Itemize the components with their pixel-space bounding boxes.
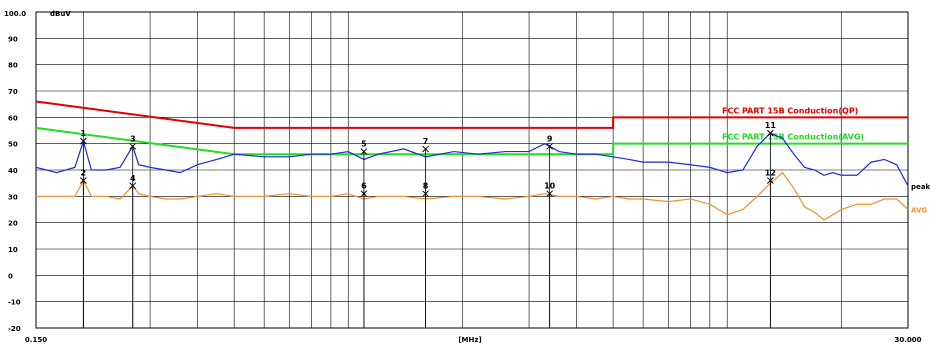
marker-label: 8 <box>423 182 429 191</box>
marker-label: 4 <box>130 174 136 183</box>
marker-cross <box>546 142 553 150</box>
marker-label: 11 <box>765 121 777 130</box>
limit-line <box>35 100 908 129</box>
marker-cross <box>360 190 368 198</box>
limit-line-label: FCC PART 15B Conduction(QP) <box>722 106 858 115</box>
marker-cross <box>360 148 368 155</box>
grid-layer <box>36 12 908 328</box>
series-label: peak <box>911 183 930 191</box>
marker-cross <box>79 177 87 184</box>
marker-cross <box>79 137 87 145</box>
x-axis-unit: [MHz] <box>458 336 481 344</box>
marker-label: 12 <box>765 169 776 178</box>
y-tick-label: 10 <box>8 246 18 254</box>
marker-cross <box>767 129 774 137</box>
y-tick-label: -20 <box>8 325 21 333</box>
marker-cross <box>129 182 137 190</box>
x-tick-label-end: 30.000 <box>894 336 921 344</box>
y-tick-label: 30 <box>8 193 18 201</box>
series-label: AVG <box>911 207 927 215</box>
marker-cross <box>546 190 553 198</box>
y-top-label: 100.0 <box>4 10 26 18</box>
marker-label: 9 <box>547 134 553 143</box>
y-tick-label: 80 <box>8 62 18 70</box>
marker-label: 2 <box>81 169 87 178</box>
marker-cross <box>422 190 429 198</box>
marker-label: 1 <box>81 129 87 138</box>
y-tick-label: 50 <box>8 141 18 149</box>
series-line <box>36 171 909 221</box>
data-series: peak AVG <box>35 132 930 221</box>
x-tick-label-start: 0.150 <box>25 336 47 344</box>
y-axis-unit: dBuV <box>50 10 71 18</box>
marker-label: 5 <box>361 140 367 149</box>
y-tick-label: 40 <box>8 167 18 175</box>
marker-label: 7 <box>423 137 429 146</box>
marker-label: 10 <box>544 182 556 191</box>
marker-cross <box>767 177 774 184</box>
series-line <box>35 132 909 187</box>
y-tick-label: 20 <box>8 220 18 228</box>
marker-cross <box>422 145 429 153</box>
y-tick-label: -10 <box>8 299 21 307</box>
marker-cross <box>129 142 137 150</box>
limit-line <box>35 126 908 156</box>
y-tick-label: 60 <box>8 114 18 122</box>
marker-label: 6 <box>361 182 367 191</box>
marker-label: 3 <box>130 134 136 143</box>
y-tick-label: 70 <box>8 88 18 96</box>
y-tick-label: 0 <box>8 272 13 280</box>
y-tick-label: 90 <box>8 35 18 43</box>
limit-line-label: FCC PART 15B Conduction(AVG) <box>722 133 864 142</box>
axis-labels: 90 80 70 60 50 40 30 20 10 0 -10 -20 100.0 dBuV 0.150 3… <box>4 10 922 344</box>
limit-lines: FCC PART 15B Conduction(QP) FCC PART 15B … <box>35 100 908 156</box>
